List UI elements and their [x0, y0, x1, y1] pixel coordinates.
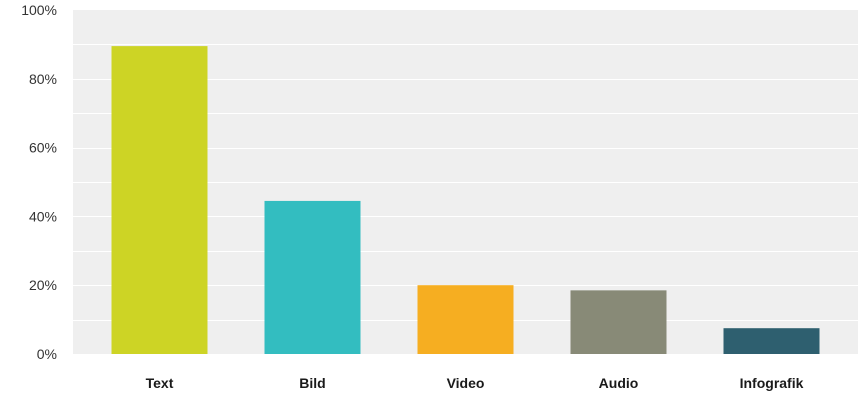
bars [111, 46, 820, 355]
bar-infografik [723, 328, 820, 354]
y-tick-label: 60% [29, 140, 57, 156]
y-tick-label: 0% [37, 346, 57, 362]
bar-bild [264, 200, 361, 354]
x-tick-label: Bild [299, 375, 325, 391]
x-axis: Text Bild Video Audio Infografik [146, 375, 804, 391]
y-tick-label: 20% [29, 277, 57, 293]
y-tick-label: 80% [29, 71, 57, 87]
x-tick-label: Video [447, 375, 485, 391]
x-tick-label: Infografik [740, 375, 804, 391]
y-axis: 0% 20% 40% 60% 80% 100% [21, 2, 57, 362]
x-tick-label: Text [146, 375, 174, 391]
x-tick-label: Audio [599, 375, 639, 391]
bar-audio [570, 290, 667, 354]
bar-text [111, 46, 208, 355]
y-tick-label: 40% [29, 208, 57, 224]
bar-video [417, 285, 514, 354]
y-tick-label: 100% [21, 2, 57, 18]
